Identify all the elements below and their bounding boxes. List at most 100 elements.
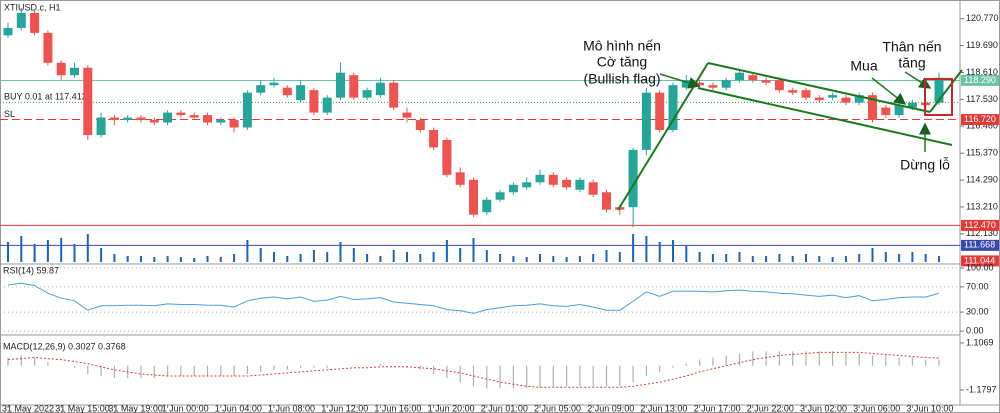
volume-bar [898, 254, 901, 262]
candle-body [429, 130, 439, 148]
candle-body [522, 182, 532, 188]
annotation: Mua [850, 58, 877, 74]
volume-bar [153, 257, 156, 262]
price-box [961, 219, 999, 231]
volume-bar [512, 256, 515, 262]
candle-body [868, 95, 877, 121]
price-box [961, 74, 999, 86]
y-tick-label: 117.530 [966, 94, 998, 104]
candle-body [389, 82, 399, 108]
chart-title: XTIUSD.c, H1 [4, 2, 61, 12]
candle-body [296, 85, 306, 101]
price-label: 116.720 [964, 114, 996, 124]
candle-body [282, 87, 292, 96]
volume-bar [765, 256, 768, 262]
volume-bar [751, 256, 754, 262]
candle-body [322, 97, 332, 113]
y-tick-label: 1.1069 [966, 337, 994, 347]
candle-body [894, 105, 904, 116]
candle-body [216, 120, 226, 123]
candle-body [455, 172, 465, 185]
candle-body [256, 85, 266, 93]
annotation: Dừng lỗ [900, 157, 950, 173]
volume-bar [658, 242, 661, 262]
candle-body [548, 174, 558, 185]
panel-title: MACD(12,26,9) 0.3027 0.3768 [3, 341, 126, 351]
y-tick-label: 118.610 [966, 67, 998, 77]
annotation: (Bullish flag) [583, 71, 660, 87]
candle-body [269, 82, 279, 86]
candle-body [109, 117, 119, 121]
volume-bar [60, 238, 63, 262]
candle-body [136, 117, 146, 121]
price-box [961, 255, 999, 267]
candle-body [415, 120, 425, 131]
volume-bar [299, 254, 302, 262]
y-tick-label: 0.00 [966, 325, 984, 335]
y-tick-label: -1.1797 [966, 384, 997, 394]
candle-body [30, 12, 40, 33]
candle-body [149, 120, 159, 123]
volume-bar [592, 254, 595, 262]
y-tick-label: 114.290 [966, 174, 998, 184]
x-tick-label: 2 Jun 01:00 [481, 403, 528, 413]
volume-bar [7, 242, 9, 262]
volume-bar [632, 234, 635, 262]
volume-bar [312, 250, 315, 262]
arrow [871, 77, 907, 105]
candle-body [43, 32, 53, 63]
x-tick-label: 1 Jun 20:00 [428, 403, 475, 413]
x-tick-label: 1 Jun 00:00 [162, 403, 209, 413]
candle-body [70, 67, 79, 76]
price-label: 111.668 [964, 240, 995, 250]
volume-bar [46, 240, 49, 262]
breakout [929, 69, 963, 113]
candle-body [336, 72, 345, 98]
candle-body [562, 179, 572, 188]
flag-lower [697, 87, 953, 146]
x-tick-label: 3 Jun 06:00 [853, 403, 900, 413]
x-tick-label: 1 Jun 16:00 [374, 403, 421, 413]
volume-bar [472, 238, 475, 262]
candle-body [349, 75, 359, 98]
candle-body [575, 179, 585, 190]
volume-bar [219, 257, 222, 262]
candle-body [708, 85, 718, 88]
volume-bar [805, 254, 807, 262]
candle-body [3, 27, 13, 36]
volume-bar [445, 240, 448, 262]
x-tick-label: 2 Jun 05:00 [534, 403, 581, 413]
volume-bar [86, 234, 89, 262]
candle-body [83, 67, 93, 135]
x-tick-label: 1 Jun 08:00 [268, 403, 315, 413]
volume-bar [33, 244, 36, 262]
volume-bar [645, 236, 648, 262]
flag-upper [707, 62, 931, 113]
candle-body [828, 95, 838, 98]
volume-bar [924, 254, 927, 262]
candle-body [309, 90, 319, 113]
candle-body [242, 92, 252, 128]
candle-body [96, 117, 106, 135]
volume-bar [20, 236, 23, 262]
volume-bar [419, 254, 422, 262]
candle-body [16, 12, 26, 28]
volume-bar [140, 256, 142, 262]
x-tick-label: 31 May 15:00 [55, 403, 110, 413]
candle-body [508, 184, 518, 193]
candle-body [881, 107, 891, 116]
candle-body [934, 77, 944, 103]
rsi-line [7, 282, 940, 314]
flag-drawing [617, 62, 963, 211]
volume-bar [233, 254, 236, 262]
volume-bar [938, 256, 940, 262]
annotation: Cờ tăng [597, 54, 647, 70]
candle-body [641, 92, 651, 150]
candle-body [841, 97, 851, 103]
y-tick-label: 116.460 [966, 120, 998, 130]
volume-bar [565, 257, 568, 262]
volume-bar [911, 252, 914, 262]
volume-bar [259, 248, 262, 262]
volume-bar [884, 252, 887, 262]
